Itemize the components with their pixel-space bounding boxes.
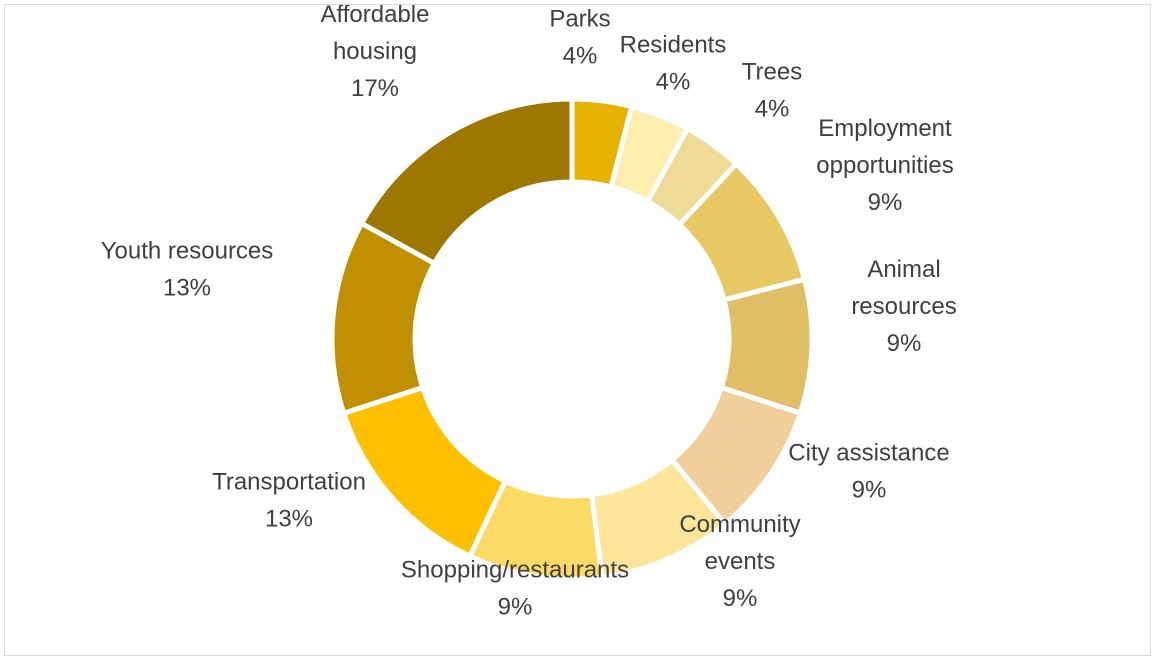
slice-transportation bbox=[344, 388, 505, 557]
data-label-animal-resources: Animal resources 9% bbox=[851, 256, 956, 357]
label-category-line: Youth resources bbox=[101, 238, 274, 265]
slice-affordable-housing bbox=[362, 99, 572, 263]
label-category-line: Community bbox=[679, 511, 800, 538]
data-label-transportation: Transportation 13% bbox=[212, 469, 366, 533]
label-category-line: Transportation bbox=[212, 469, 366, 496]
data-label-affordable-housing: Affordable housing 17% bbox=[321, 5, 430, 102]
label-category-line: events bbox=[705, 548, 776, 575]
label-percent: 13% bbox=[163, 275, 211, 302]
doughnut-chart: Parks 4% Residents 4% Trees 4% Employment oppor… bbox=[5, 5, 1152, 657]
data-label-residents: Residents 4% bbox=[620, 32, 727, 96]
chart-frame: Parks 4% Residents 4% Trees 4% Employment oppor… bbox=[4, 4, 1151, 656]
label-percent: 4% bbox=[656, 69, 691, 96]
label-category-line: housing bbox=[333, 38, 417, 65]
label-category-line: Residents bbox=[620, 32, 727, 59]
label-percent: 9% bbox=[498, 594, 533, 621]
data-label-youth-resources: Youth resources 13% bbox=[101, 238, 274, 302]
data-label-shopping-restaurants: Shopping/restaurants 9% bbox=[401, 557, 629, 621]
label-percent: 9% bbox=[868, 189, 903, 216]
label-percent: 9% bbox=[887, 330, 922, 357]
label-percent: 9% bbox=[852, 477, 887, 504]
chart-slices bbox=[332, 99, 812, 579]
label-percent: 9% bbox=[723, 585, 758, 612]
label-percent: 4% bbox=[563, 43, 598, 70]
data-label-employment-opportunities: Employment opportunities 9% bbox=[816, 115, 953, 216]
label-category-line: City assistance bbox=[788, 440, 949, 467]
label-category-line: opportunities bbox=[816, 152, 953, 179]
label-category-line: Parks bbox=[549, 6, 610, 33]
label-category-line: Trees bbox=[742, 59, 802, 86]
data-label-trees: Trees 4% bbox=[742, 59, 802, 123]
label-category-line: Shopping/restaurants bbox=[401, 557, 629, 584]
data-label-city-assistance: City assistance 9% bbox=[788, 440, 949, 504]
label-category-line: resources bbox=[851, 293, 956, 320]
label-category-line: Employment bbox=[818, 115, 952, 142]
label-category-line: Affordable bbox=[321, 5, 430, 28]
data-label-community-events: Community events 9% bbox=[679, 511, 800, 612]
label-percent: 4% bbox=[755, 96, 790, 123]
data-label-parks: Parks 4% bbox=[549, 6, 610, 70]
label-percent: 17% bbox=[351, 75, 399, 102]
label-percent: 13% bbox=[265, 506, 313, 533]
label-category-line: Animal bbox=[867, 256, 940, 283]
